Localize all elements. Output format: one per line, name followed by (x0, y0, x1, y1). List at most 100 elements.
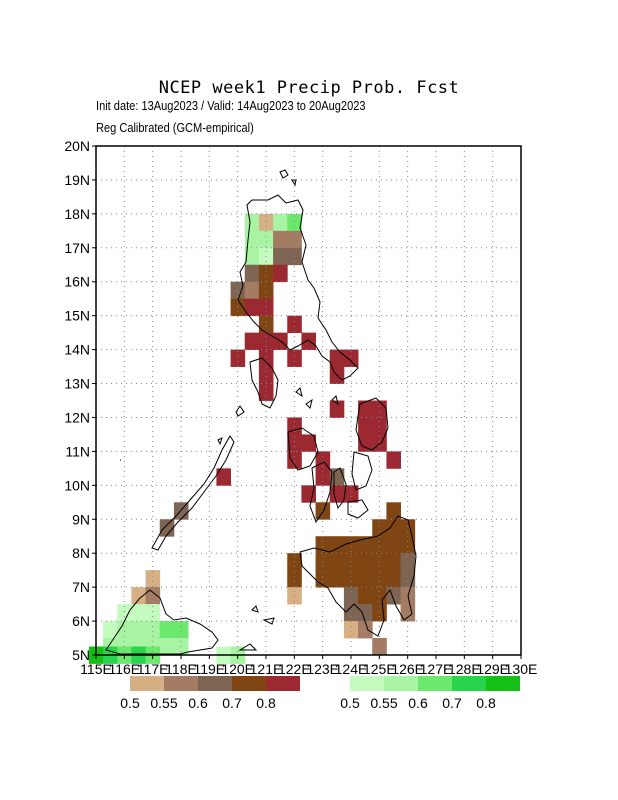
lon-tick-label: 118E (165, 661, 197, 677)
plot-frame (95, 145, 522, 656)
probability-cell (287, 434, 302, 452)
probability-cell (329, 349, 345, 367)
probability-cell (273, 230, 288, 249)
lon-tick-label: 122E (278, 661, 311, 677)
probability-cell (258, 281, 274, 300)
longitude-labels: 115E116E117E118E119E120E121E122E123E124E… (80, 655, 537, 677)
lat-tick-label: 16N (64, 274, 90, 290)
coastline-islets (120, 387, 339, 461)
coastline-negros (309, 461, 333, 524)
probability-cell (386, 570, 401, 588)
probability-cell (244, 298, 260, 317)
coastline-leyte (351, 451, 373, 491)
probability-cell (386, 519, 401, 537)
dry-legend-swatch (266, 676, 300, 691)
probability-cell (358, 570, 373, 588)
probability-cell (244, 247, 260, 266)
dry-legend-label: 0.7 (222, 695, 242, 711)
lon-tick-label: 129E (476, 661, 509, 677)
wet-legend-swatch (384, 676, 418, 691)
coastline-palawan (151, 435, 235, 551)
dry-legend-swatch (164, 676, 198, 691)
probability-cell (258, 298, 274, 317)
lat-tick-label: 19N (64, 172, 90, 188)
probability-cell (343, 621, 359, 639)
method-line: Reg Calibrated (GCM-empirical) (96, 120, 254, 135)
probability-cell (287, 213, 302, 232)
probability-cell (372, 400, 387, 418)
probability-cell (287, 230, 302, 249)
dry-legend-swatch (232, 676, 266, 691)
lon-tick-label: 124E (335, 661, 368, 677)
lat-tick-label: 5N (72, 647, 90, 663)
probability-cell (244, 281, 260, 300)
wet-legend-swatch (350, 676, 384, 691)
probability-cell (131, 621, 146, 639)
probability-cell (273, 247, 288, 266)
latitude-labels: 5N 6N 7N 8N 9N 10N 11N 12N 13N 14N 15N 16N 17N 18N 19N… (64, 138, 96, 663)
lon-tick-label: 127E (420, 661, 453, 677)
probability-cell (287, 349, 302, 367)
lat-tick-label: 18N (64, 206, 90, 222)
wet-legend-swatch (486, 676, 520, 691)
probability-cell (343, 485, 359, 503)
probability-cell (273, 264, 288, 283)
probability-cell (159, 519, 175, 537)
lat-lon-gridlines (96, 146, 521, 655)
lat-tick-label: 7N (72, 579, 90, 595)
probability-cell (329, 468, 345, 486)
probability-cell (145, 621, 161, 639)
wet-legend-label: 0.55 (370, 695, 397, 711)
coastline-cebu (333, 467, 347, 510)
lat-tick-label: 13N (64, 376, 90, 392)
probability-cell (343, 604, 359, 622)
wet-legend-swatch (452, 676, 486, 691)
probability-cell (131, 587, 146, 605)
lon-tick-label: 121E (250, 661, 283, 677)
probability-cell (400, 604, 416, 622)
dry-legend-swatch (198, 676, 232, 691)
probability-cell (358, 604, 373, 622)
probability-cell (343, 570, 359, 588)
lon-tick-label: 126E (391, 661, 424, 677)
lon-tick-label: 115E (80, 661, 112, 677)
lon-tick-label: 130E (505, 661, 538, 677)
probability-cell (343, 587, 359, 605)
probability-cell (145, 570, 161, 588)
lat-tick-label: 14N (64, 342, 90, 358)
probability-cell (329, 485, 345, 503)
probability-cell (145, 604, 161, 622)
dry-legend-label: 0.8 (256, 695, 276, 711)
color-legend: 0.5 0.55 0.6 0.7 0.8 0.5 0.55 0.6 0.7 0.8 (120, 676, 520, 711)
probability-cell (258, 349, 274, 367)
probability-cell (216, 468, 231, 486)
probability-cell (343, 536, 359, 554)
lat-tick-label: 15N (64, 308, 90, 324)
probability-cell (287, 315, 302, 334)
probability-cell (117, 604, 132, 622)
probability-cell (287, 570, 302, 588)
probability-cell (301, 332, 316, 350)
lat-tick-label: 6N (72, 613, 90, 629)
probability-cell (230, 349, 246, 367)
probability-cell (329, 570, 345, 588)
dry-legend-label: 0.5 (120, 695, 140, 711)
probability-cell (386, 451, 401, 469)
lon-tick-label: 128E (448, 661, 481, 677)
coastline-bohol (347, 499, 369, 519)
probability-cell (372, 536, 387, 554)
probability-cell (315, 468, 331, 486)
probability-cell (258, 213, 274, 232)
probability-cell (258, 366, 274, 384)
dry-legend-label: 0.55 (150, 695, 177, 711)
chart-title: NCEP week1 Precip Prob. Fcst (158, 78, 460, 98)
probability-cell (372, 570, 387, 588)
lon-tick-label: 123E (306, 661, 339, 677)
probability-cell (244, 213, 260, 232)
probability-cell (358, 434, 373, 452)
probability-cell (230, 298, 246, 317)
probability-cell (258, 315, 274, 334)
lat-tick-label: 17N (64, 240, 90, 256)
coastline-samar (355, 397, 389, 451)
wet-legend-label: 0.5 (340, 695, 360, 711)
